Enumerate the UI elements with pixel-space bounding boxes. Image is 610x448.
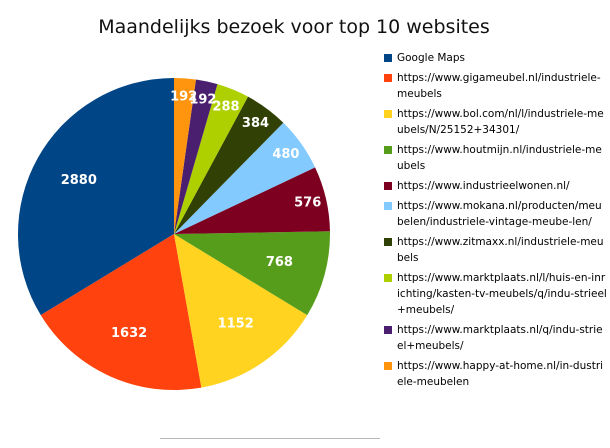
legend-label: https://www.bol.com/nl/l/industriele-meu… xyxy=(397,108,604,136)
pie-slice-8 xyxy=(174,84,248,235)
legend-swatch xyxy=(384,202,392,210)
legend-label: https://www.happy-at-home.nl/in-dustriel… xyxy=(397,360,604,388)
data-label-1: 2880 xyxy=(61,173,97,188)
legend-item-3: https://www.bol.com/nl/l/industriele-meu… xyxy=(384,106,610,138)
chart-title: Maandelijks bezoek voor top 10 websites xyxy=(98,16,490,38)
legend-label: https://www.gigameubel.nl/industriele-me… xyxy=(397,72,601,100)
legend-swatch xyxy=(384,182,392,190)
legend-item-5: https://www.industrieelwonen.nl/ xyxy=(384,178,610,194)
legend-swatch xyxy=(384,74,392,82)
legend-swatch xyxy=(384,362,392,370)
pie-slice-7 xyxy=(174,96,284,234)
legend-swatch xyxy=(384,274,392,282)
legend-swatch xyxy=(384,110,392,118)
legend-item-1: Google Maps xyxy=(384,50,610,66)
pie-slice-9 xyxy=(174,79,218,234)
data-label-4: 768 xyxy=(266,255,293,270)
data-label-3: 1152 xyxy=(218,317,254,332)
legend-label: Google Maps xyxy=(397,52,465,64)
legend-item-7: https://www.zitmaxx.nl/industriele-meube… xyxy=(384,234,610,266)
legend-label: https://www.marktplaats.nl/q/indu-striee… xyxy=(397,324,603,352)
data-label-8: 288 xyxy=(212,99,239,114)
chart-legend: Google Maps https://www.gigameubel.nl/ind… xyxy=(384,50,610,394)
axis-line-bottom xyxy=(160,438,380,439)
pie-slice-1 xyxy=(17,78,174,316)
pie-slice-3 xyxy=(174,234,308,388)
legend-label: https://www.zitmaxx.nl/industriele-meube… xyxy=(397,236,604,264)
legend-swatch xyxy=(384,238,392,246)
data-label-7: 384 xyxy=(242,116,269,131)
legend-item-10: https://www.happy-at-home.nl/in-dustriel… xyxy=(384,358,610,390)
legend-item-6: https://www.mokana.nl/producten/meubelen… xyxy=(384,198,610,230)
pie-slice-4 xyxy=(174,231,331,316)
data-label-6: 480 xyxy=(272,147,299,162)
legend-label: https://www.mokana.nl/producten/meubelen… xyxy=(397,200,602,228)
legend-swatch xyxy=(384,146,392,154)
data-label-10: 192 xyxy=(170,90,197,105)
pie-slice-10 xyxy=(174,78,196,234)
legend-swatch xyxy=(384,54,392,62)
pie-slice-5 xyxy=(174,167,330,234)
legend-item-2: https://www.gigameubel.nl/industriele-me… xyxy=(384,70,610,102)
pie-slice-6 xyxy=(174,122,316,234)
legend-label: https://www.houtmijn.nl/industriele-meub… xyxy=(397,144,602,172)
data-label-9: 192 xyxy=(189,92,216,107)
legend-item-9: https://www.marktplaats.nl/q/indu-striee… xyxy=(384,322,610,354)
legend-label: https://www.marktplaats.nl/l/huis-en-inr… xyxy=(397,272,607,316)
pie-slice-2 xyxy=(40,234,202,391)
data-label-2: 1632 xyxy=(111,326,147,341)
data-label-5: 576 xyxy=(294,195,321,210)
legend-label: https://www.industrieelwonen.nl/ xyxy=(397,180,570,192)
legend-item-8: https://www.marktplaats.nl/l/huis-en-inr… xyxy=(384,270,610,318)
legend-item-4: https://www.houtmijn.nl/industriele-meub… xyxy=(384,142,610,174)
legend-swatch xyxy=(384,326,392,334)
